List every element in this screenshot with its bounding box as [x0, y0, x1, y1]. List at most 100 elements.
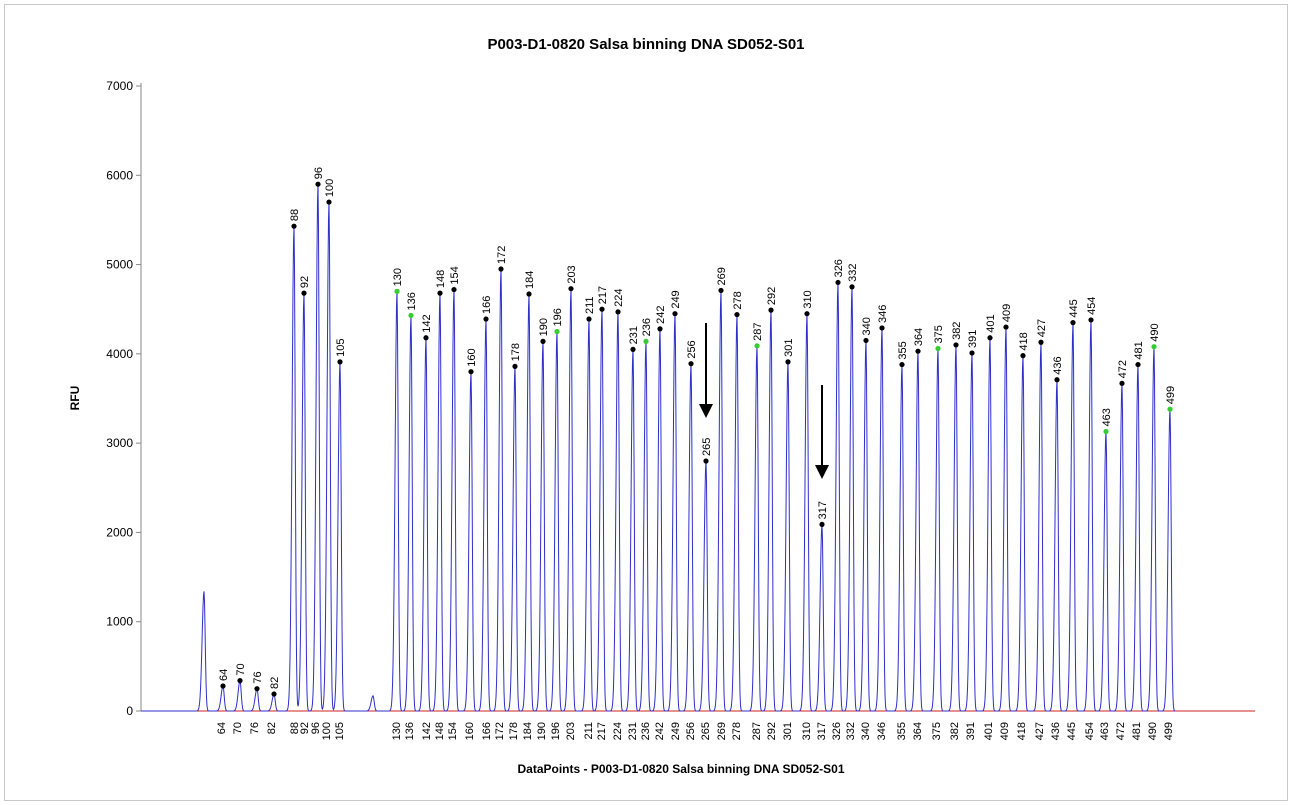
chart-background: [5, 5, 1287, 800]
x-tick-label-355: 355: [896, 722, 908, 740]
peak-marker-375: [935, 345, 941, 352]
x-tick-label-100: 100: [321, 722, 333, 740]
peak-marker-148: [437, 290, 443, 296]
peak-marker-203: [568, 286, 574, 292]
x-tick-label-340: 340: [860, 722, 872, 740]
x-tick-label-292: 292: [766, 722, 778, 740]
x-tick-label-265: 265: [700, 722, 712, 740]
peak-label-231: 231: [628, 326, 640, 344]
peak-label-355: 355: [897, 341, 909, 359]
x-tick-label-256: 256: [685, 722, 697, 740]
x-tick-label-196: 196: [550, 722, 562, 740]
y-tick-label: 2000: [106, 525, 133, 539]
peak-label-317: 317: [817, 501, 829, 519]
x-tick-label-88: 88: [289, 722, 301, 734]
chart-frame: P003-D1-0820 Salsa binning DNA SD052-S01…: [4, 4, 1288, 801]
peak-marker-490: [1151, 344, 1157, 350]
peak-marker-154: [451, 286, 457, 293]
peak-marker-231: [630, 346, 636, 352]
peak-marker-178: [512, 363, 518, 369]
x-tick-label-160: 160: [464, 722, 476, 740]
peak-marker-391: [969, 350, 975, 356]
peak-label-70: 70: [235, 663, 247, 675]
x-tick-label-70: 70: [232, 722, 244, 734]
peak-label-472: 472: [1117, 360, 1129, 378]
peak-marker-92: [301, 290, 307, 296]
y-tick-label: 4000: [106, 347, 133, 361]
x-tick-label-454: 454: [1084, 722, 1096, 740]
peak-marker-70: [237, 678, 243, 684]
peak-marker-130: [394, 288, 400, 294]
x-tick-label-472: 472: [1115, 722, 1127, 740]
peak-label-346: 346: [877, 305, 889, 323]
peak-label-242: 242: [655, 305, 667, 323]
peak-marker-401: [987, 335, 993, 341]
peak-marker-499: [1167, 406, 1173, 412]
peak-label-265: 265: [701, 438, 713, 456]
peak-marker-418: [1020, 353, 1026, 359]
peak-label-100: 100: [324, 179, 336, 197]
peak-marker-88: [291, 223, 297, 229]
peak-marker-445: [1070, 320, 1076, 326]
x-tick-label-211: 211: [583, 722, 595, 740]
peak-label-190: 190: [538, 318, 550, 336]
y-tick-label: 0: [126, 704, 133, 718]
x-tick-label-301: 301: [782, 722, 794, 740]
peak-label-148: 148: [435, 270, 447, 288]
peak-label-211: 211: [584, 296, 596, 314]
peak-marker-172: [498, 266, 504, 272]
x-tick-label-364: 364: [912, 722, 924, 740]
x-tick-label-172: 172: [494, 722, 506, 740]
peak-marker-427: [1038, 339, 1044, 345]
peak-label-130: 130: [392, 268, 404, 286]
x-tick-label-154: 154: [447, 722, 459, 740]
peak-label-172: 172: [496, 246, 508, 264]
peak-marker-64: [220, 683, 226, 689]
peak-label-481: 481: [1133, 341, 1145, 359]
x-tick-label-242: 242: [654, 722, 666, 740]
peak-label-340: 340: [861, 317, 873, 335]
x-tick-label-178: 178: [508, 722, 520, 740]
x-tick-label-427: 427: [1034, 722, 1046, 740]
x-tick-label-445: 445: [1066, 722, 1078, 740]
peak-marker-242: [657, 326, 663, 332]
peak-marker-409: [1003, 324, 1009, 330]
y-tick-label: 3000: [106, 436, 133, 450]
trace-layer: [141, 184, 1255, 712]
peak-marker-76: [254, 686, 260, 692]
peak-marker-layer: [220, 181, 1173, 697]
peak-marker-382: [953, 342, 959, 348]
x-tick-label-382: 382: [949, 722, 961, 740]
x-tick-label-203: 203: [565, 722, 577, 740]
peak-label-88: 88: [289, 209, 301, 221]
trace-line: [141, 184, 1176, 712]
peak-marker-287: [754, 343, 760, 349]
peak-label-326: 326: [833, 259, 845, 277]
x-tick-label-287: 287: [751, 722, 763, 740]
peak-marker-317: [819, 521, 825, 527]
peak-marker-463: [1103, 428, 1109, 435]
x-tick-label-409: 409: [999, 722, 1011, 740]
y-tick-label: 5000: [106, 258, 133, 272]
peak-marker-278: [734, 311, 740, 318]
peak-label-249: 249: [670, 290, 682, 308]
x-tick-label-346: 346: [876, 722, 888, 740]
peak-marker-301: [785, 359, 791, 365]
peak-marker-481: [1135, 361, 1141, 368]
y-tick-label: 7000: [106, 79, 133, 93]
x-tick-label-224: 224: [612, 722, 624, 740]
peak-marker-332: [849, 284, 855, 290]
peak-label-454: 454: [1086, 297, 1098, 315]
peak-label-436: 436: [1052, 356, 1064, 374]
peak-label-178: 178: [510, 343, 522, 361]
x-tick-label-236: 236: [640, 722, 652, 740]
peak-marker-211: [586, 316, 592, 322]
x-tick-label-231: 231: [627, 722, 639, 740]
x-tick-label-317: 317: [816, 722, 828, 740]
x-tick-label-269: 269: [716, 722, 728, 740]
peak-marker-196: [554, 328, 560, 335]
peak-marker-136: [408, 312, 414, 319]
peak-label-409: 409: [1001, 304, 1013, 322]
peak-marker-292: [768, 307, 774, 313]
x-tick-label-92: 92: [299, 722, 311, 734]
